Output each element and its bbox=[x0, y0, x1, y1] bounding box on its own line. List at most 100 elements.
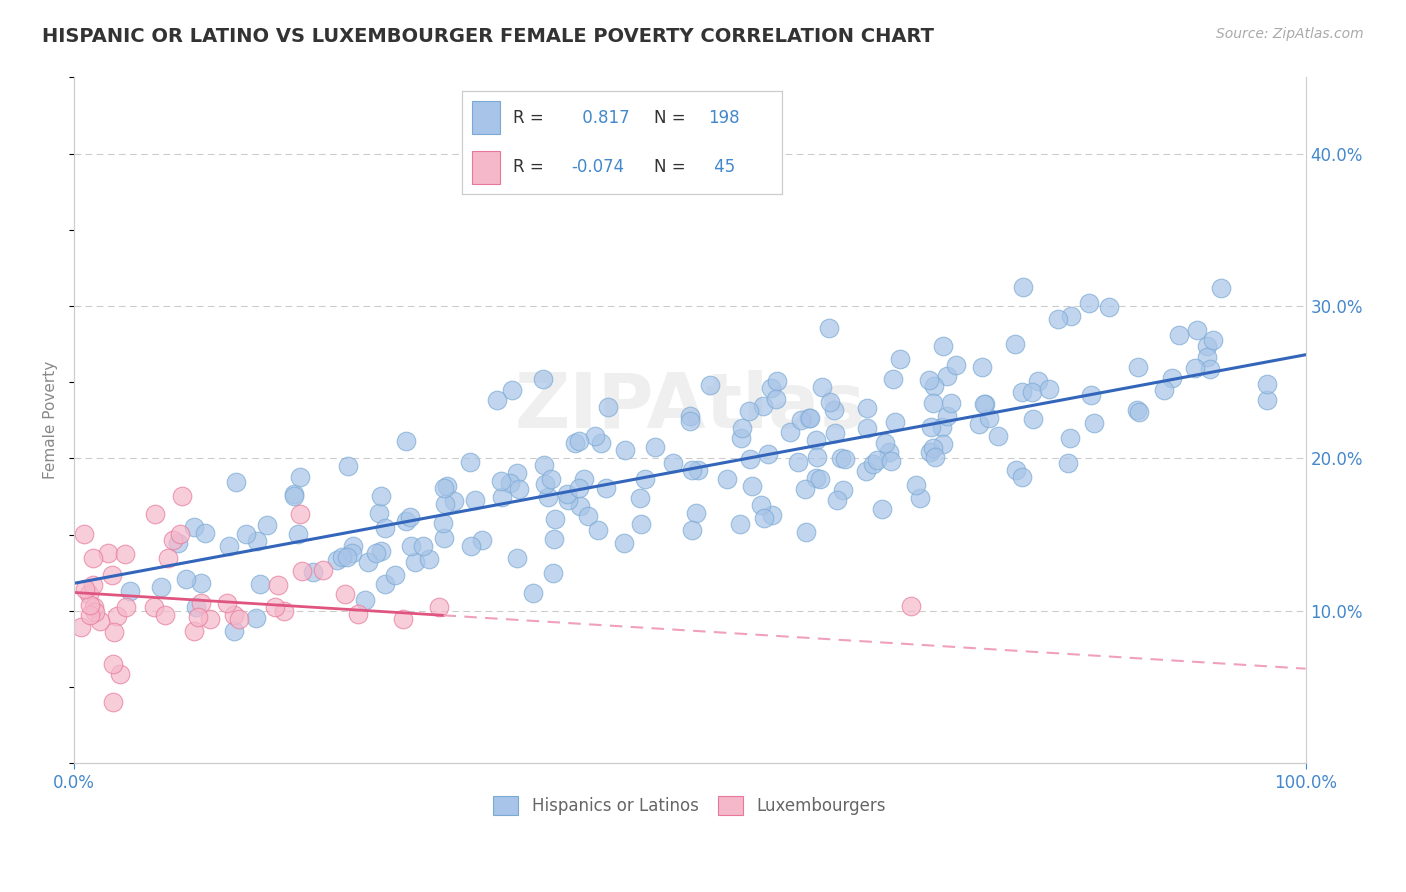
Point bbox=[336, 459, 359, 474]
Point bbox=[900, 599, 922, 613]
Point bbox=[824, 425, 846, 440]
Point bbox=[1185, 323, 1208, 337]
Point bbox=[79, 598, 101, 612]
Point bbox=[370, 544, 392, 558]
Point bbox=[370, 489, 392, 503]
Point bbox=[142, 599, 165, 614]
Point bbox=[246, 533, 269, 548]
Point bbox=[688, 463, 710, 477]
Point bbox=[875, 435, 897, 450]
Point bbox=[662, 456, 685, 470]
Point bbox=[1057, 456, 1080, 470]
Point bbox=[766, 374, 789, 388]
Point bbox=[174, 572, 197, 586]
Point bbox=[905, 478, 928, 492]
Point bbox=[731, 421, 754, 435]
Point bbox=[73, 527, 96, 541]
Point bbox=[987, 428, 1010, 442]
Point bbox=[564, 436, 586, 450]
Point bbox=[1126, 403, 1149, 417]
Point bbox=[540, 472, 562, 486]
Point bbox=[752, 511, 775, 525]
Point bbox=[831, 483, 853, 497]
Point bbox=[533, 458, 555, 473]
Point bbox=[628, 491, 651, 506]
Point bbox=[586, 523, 609, 537]
Point bbox=[443, 494, 465, 508]
Point bbox=[1211, 280, 1233, 294]
Point bbox=[969, 417, 991, 431]
Point bbox=[460, 539, 482, 553]
Point bbox=[395, 434, 418, 448]
Point bbox=[728, 517, 751, 532]
Point bbox=[910, 491, 932, 505]
Point bbox=[235, 527, 257, 541]
Point bbox=[464, 493, 486, 508]
Point bbox=[1046, 311, 1069, 326]
Point bbox=[880, 454, 903, 468]
Point bbox=[866, 452, 889, 467]
Point bbox=[1028, 374, 1050, 388]
Point bbox=[977, 410, 1000, 425]
Point bbox=[342, 539, 364, 553]
Point bbox=[83, 599, 105, 614]
Point bbox=[738, 404, 761, 418]
Point bbox=[183, 624, 205, 638]
Point bbox=[224, 624, 246, 639]
Point bbox=[187, 609, 209, 624]
Point bbox=[330, 550, 353, 565]
Point bbox=[491, 475, 513, 489]
Legend: Hispanics or Latinos, Luxembourgers: Hispanics or Latinos, Luxembourgers bbox=[485, 788, 894, 823]
Text: Source: ZipAtlas.com: Source: ZipAtlas.com bbox=[1216, 27, 1364, 41]
Point bbox=[970, 359, 993, 374]
Point bbox=[366, 546, 388, 560]
Point bbox=[806, 450, 828, 464]
Point bbox=[340, 546, 363, 560]
Point bbox=[291, 565, 314, 579]
Point bbox=[73, 582, 96, 596]
Point bbox=[374, 521, 396, 535]
Point bbox=[1168, 328, 1191, 343]
Point bbox=[186, 599, 208, 614]
Point bbox=[169, 527, 191, 541]
Point bbox=[576, 509, 599, 524]
Point bbox=[834, 452, 856, 467]
Point bbox=[973, 397, 995, 411]
Point bbox=[740, 452, 762, 467]
Point bbox=[162, 533, 184, 548]
Point bbox=[114, 547, 136, 561]
Point bbox=[589, 436, 612, 450]
Point bbox=[1199, 361, 1222, 376]
Point bbox=[436, 479, 458, 493]
Point bbox=[432, 516, 454, 530]
Point bbox=[749, 498, 772, 512]
Point bbox=[1184, 360, 1206, 375]
Point bbox=[433, 481, 456, 495]
Point bbox=[918, 445, 941, 459]
Point bbox=[288, 469, 311, 483]
Point bbox=[543, 532, 565, 546]
Point bbox=[1256, 392, 1278, 407]
Point bbox=[862, 457, 884, 471]
Y-axis label: Female Poverty: Female Poverty bbox=[44, 361, 58, 479]
Point bbox=[228, 612, 250, 626]
Point bbox=[598, 400, 620, 414]
Point bbox=[679, 414, 702, 428]
Point bbox=[149, 580, 172, 594]
Point bbox=[681, 463, 703, 477]
Point bbox=[825, 493, 848, 508]
Point bbox=[418, 552, 440, 566]
Point bbox=[84, 605, 107, 619]
Point bbox=[555, 487, 578, 501]
Point bbox=[394, 514, 416, 528]
Point bbox=[924, 450, 946, 464]
Point bbox=[1080, 388, 1102, 402]
Point bbox=[1038, 382, 1060, 396]
Point bbox=[716, 471, 738, 485]
Point bbox=[574, 472, 596, 486]
Point bbox=[1021, 385, 1043, 400]
Point bbox=[830, 450, 852, 465]
Point bbox=[143, 507, 166, 521]
Point bbox=[613, 535, 636, 549]
Point bbox=[172, 489, 194, 503]
